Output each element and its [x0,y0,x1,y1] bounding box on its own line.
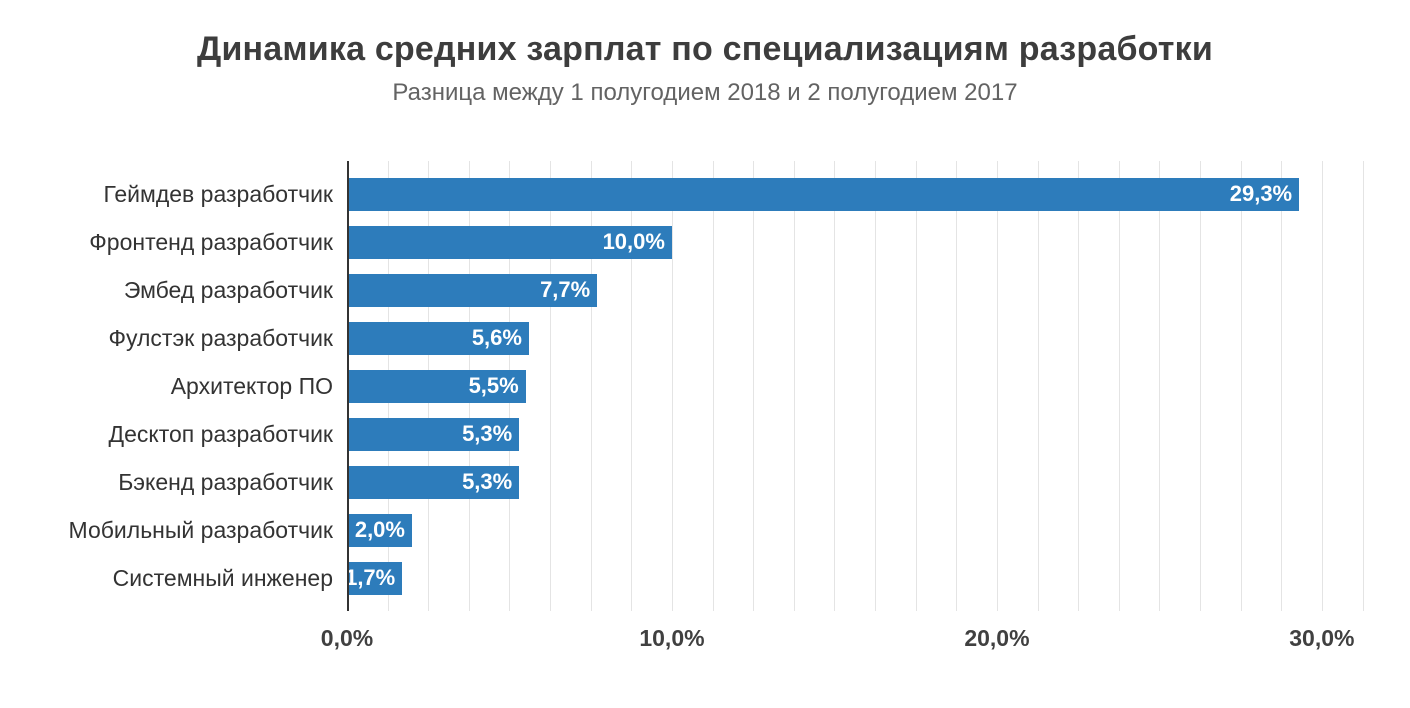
bar-row: Эмбед разработчик 7,7% [0,266,1395,314]
bar: 2,0% [347,513,412,547]
category-label: Геймдев разработчик [103,180,333,207]
gridline [1078,161,1080,611]
bar-track: 5,3% [347,417,1395,451]
bar-track: 5,5% [347,369,1395,403]
bar-row: Бэкенд разработчик 5,3% [0,458,1395,506]
gridline [753,161,755,611]
gridline [550,161,552,611]
bar-track: 7,7% [347,273,1395,307]
category-label: Фронтенд разработчик [89,228,333,255]
bar: 5,3% [347,417,520,451]
bar-track: 2,0% [347,513,1395,547]
bar-row: Геймдев разработчик 29,3% [0,170,1395,218]
gridline [1240,161,1242,611]
gridline [1037,161,1039,611]
gridline [1200,161,1202,611]
gridline [1362,161,1364,611]
category-label: Эмбед разработчик [123,276,333,303]
gridline [915,161,917,611]
category-label: Системный инженер [112,564,333,591]
x-tick-label: 30,0% [1289,625,1355,651]
bar-row: Системный инженер 1,7% [0,554,1395,602]
bar: 1,7% [345,561,403,595]
bar-track: 10,0% [347,225,1395,259]
bar-row: Фулстэк разработчик 5,6% [0,314,1395,362]
y-axis-line [347,161,349,611]
gridline [1159,161,1161,611]
gridline [671,161,673,611]
gridline [996,161,998,611]
chart-title: Динамика средних зарплат по специализаци… [197,30,1213,68]
bar-rows: Геймдев разработчик 29,3% Фронтенд разрабо… [0,161,1395,602]
bar: 7,7% [347,273,598,307]
value-label: 2,0% [354,517,405,542]
gridline [834,161,836,611]
bar-track: 1,7% [345,561,1395,595]
value-label: 7,7% [540,277,591,302]
category-label: Архитектор ПО [170,372,333,399]
x-axis: 0,0% 10,0% 20,0% 30,0% [321,617,1395,659]
x-tick-label: 20,0% [964,625,1030,651]
gridline [590,161,592,611]
gridline [712,161,714,611]
value-label: 5,6% [471,325,522,350]
bar-track: 5,6% [347,321,1395,355]
bar-track: 29,3% [347,177,1395,211]
gridline [956,161,958,611]
value-label: 5,3% [462,469,513,494]
value-label: 29,3% [1229,181,1293,206]
bar-row: Фронтенд разработчик 10,0% [0,218,1395,266]
value-label: 1,7% [345,565,396,590]
gridline [1281,161,1283,611]
bar: 10,0% [347,225,672,259]
gridline [1321,161,1323,611]
plot-area: Геймдев разработчик 29,3% Фронтенд разрабо… [0,161,1395,611]
gridline [793,161,795,611]
bar-row: Архитектор ПО 5,5% [0,362,1395,410]
category-label: Десктоп разработчик [108,420,333,447]
bar-row: Десктоп разработчик 5,3% [0,410,1395,458]
gridline [631,161,633,611]
bar-row: Мобильный разработчик 2,0% [0,506,1395,554]
value-label: 5,5% [468,373,519,398]
category-label: Фулстэк разработчик [108,324,333,351]
bar: 5,6% [347,321,529,355]
chart-subtitle: Разница между 1 полугодием 2018 и 2 полу… [392,79,1018,106]
value-label: 5,3% [462,421,513,446]
bar-track: 5,3% [347,465,1395,499]
x-tick-label: 10,0% [639,625,705,651]
bar: 5,5% [347,369,526,403]
x-tick-label: 0,0% [320,625,374,651]
bar: 5,3% [347,465,520,499]
gridline [1118,161,1120,611]
bar: 29,3% [347,177,1300,211]
category-label: Бэкенд разработчик [118,468,333,495]
gridline [875,161,877,611]
value-label: 10,0% [602,229,665,254]
category-label: Мобильный разработчик [68,516,333,543]
